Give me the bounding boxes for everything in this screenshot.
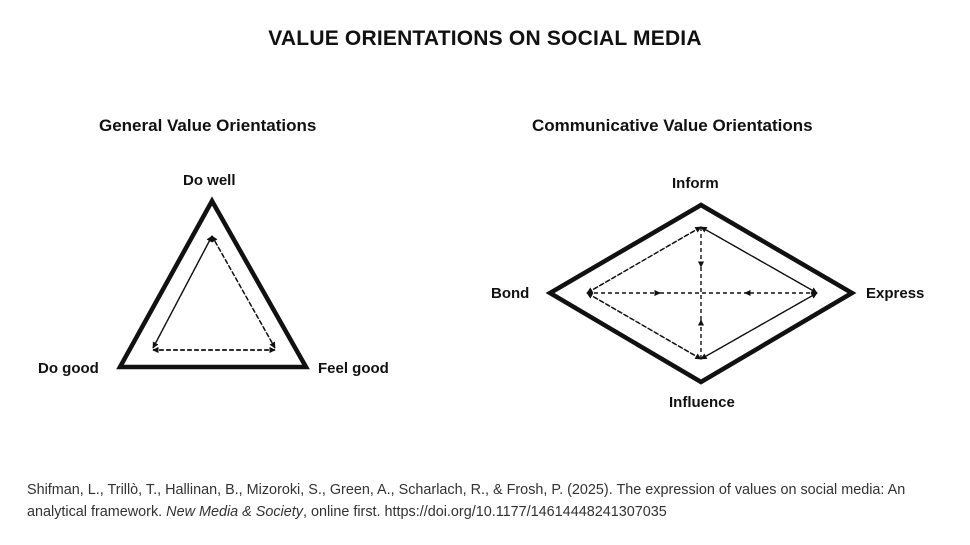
- page-title: VALUE ORIENTATIONS ON SOCIAL MEDIA: [268, 27, 702, 50]
- triangle-outline: [116, 196, 310, 370]
- citation-journal: New Media & Society: [166, 504, 303, 520]
- arrow-dogood-to-dowell: [152, 235, 213, 349]
- vertex-label-bond: Bond: [491, 285, 530, 302]
- general-value-triangle: [116, 196, 310, 370]
- vertex-label-do-well: Do well: [183, 172, 236, 189]
- communicative-orientations-subtitle: Communicative Value Orientations: [532, 116, 813, 135]
- diamond-dashed-arrows: [586, 226, 818, 360]
- arrow-influence-to-express: [700, 292, 818, 360]
- communicative-value-diamond: [545, 202, 857, 385]
- citation: Shifman, L., Trillò, T., Hallinan, B., M…: [27, 479, 957, 523]
- vertex-label-do-good: Do good: [38, 360, 99, 377]
- vertex-label-inform: Inform: [672, 175, 719, 192]
- vertex-label-feel-good: Feel good: [318, 360, 389, 377]
- vertex-label-express: Express: [866, 285, 925, 302]
- general-orientations-subtitle: General Value Orientations: [99, 116, 317, 135]
- arrow-feelgood-to-dowell: [211, 235, 276, 349]
- arrow-express-to-inform: [700, 226, 818, 294]
- triangle-dashed-arrows: [152, 235, 276, 354]
- vertex-label-influence: Influence: [669, 394, 735, 411]
- diamond-outline: [545, 202, 857, 385]
- arrow-bond-to-inform: [586, 226, 702, 294]
- arrow-influence-to-bond: [586, 292, 702, 360]
- citation-authors-title: Shifman, L., Trillò, T., Hallinan, B., M…: [27, 482, 906, 520]
- citation-tail: , online first. https://doi.org/10.1177/…: [302, 504, 667, 520]
